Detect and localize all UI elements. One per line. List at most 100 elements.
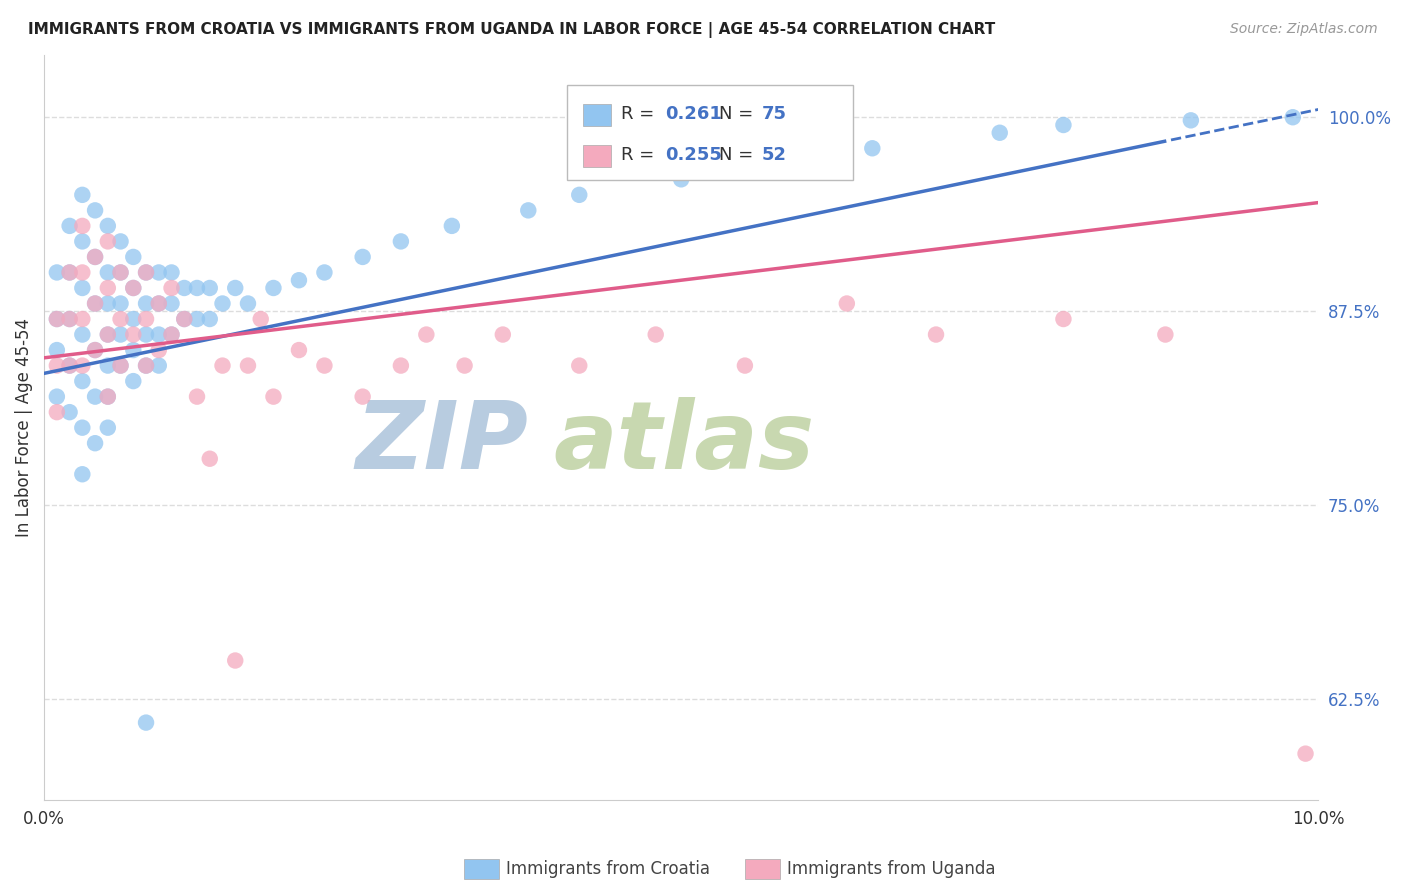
Point bbox=[492, 327, 515, 342]
Point bbox=[148, 343, 170, 357]
Point bbox=[389, 359, 412, 373]
Text: 52: 52 bbox=[762, 146, 786, 164]
Text: ZIP: ZIP bbox=[356, 397, 529, 489]
Point bbox=[135, 359, 157, 373]
Point bbox=[58, 219, 80, 233]
Point bbox=[110, 296, 132, 310]
Point bbox=[211, 359, 233, 373]
Point bbox=[988, 126, 1011, 140]
Point bbox=[148, 296, 170, 310]
Point bbox=[173, 312, 195, 326]
Text: Immigrants from Uganda: Immigrants from Uganda bbox=[787, 860, 995, 878]
Point bbox=[568, 187, 591, 202]
Text: atlas: atlas bbox=[554, 397, 815, 489]
Point bbox=[135, 265, 157, 279]
Point bbox=[97, 359, 120, 373]
Point bbox=[110, 359, 132, 373]
Point bbox=[97, 296, 120, 310]
Point bbox=[568, 359, 591, 373]
Point bbox=[84, 296, 107, 310]
Point bbox=[58, 405, 80, 419]
Point bbox=[1281, 110, 1303, 124]
FancyBboxPatch shape bbox=[567, 85, 853, 180]
Point bbox=[110, 359, 132, 373]
Point bbox=[97, 265, 120, 279]
Point bbox=[97, 281, 120, 295]
Text: R =: R = bbox=[621, 146, 661, 164]
Point bbox=[440, 219, 463, 233]
Point bbox=[249, 312, 271, 326]
Point bbox=[122, 343, 145, 357]
Point bbox=[110, 327, 132, 342]
Point bbox=[314, 359, 336, 373]
Point bbox=[925, 327, 948, 342]
Point bbox=[110, 312, 132, 326]
Text: 0.261: 0.261 bbox=[665, 105, 721, 123]
Point bbox=[45, 265, 67, 279]
Point bbox=[45, 405, 67, 419]
Point bbox=[58, 312, 80, 326]
Point bbox=[1052, 312, 1074, 326]
Point bbox=[211, 296, 233, 310]
Text: Immigrants from Croatia: Immigrants from Croatia bbox=[506, 860, 710, 878]
Point bbox=[72, 187, 94, 202]
Text: Source: ZipAtlas.com: Source: ZipAtlas.com bbox=[1230, 22, 1378, 37]
Point bbox=[644, 327, 666, 342]
Point bbox=[45, 359, 67, 373]
Point bbox=[72, 281, 94, 295]
Point bbox=[517, 203, 540, 218]
Point bbox=[58, 265, 80, 279]
Point bbox=[110, 265, 132, 279]
Point bbox=[72, 235, 94, 249]
Point bbox=[262, 281, 284, 295]
Point bbox=[97, 219, 120, 233]
Point bbox=[84, 203, 107, 218]
Point bbox=[1052, 118, 1074, 132]
Point bbox=[84, 390, 107, 404]
Point bbox=[453, 359, 475, 373]
Point bbox=[288, 343, 311, 357]
Point bbox=[148, 296, 170, 310]
Point bbox=[58, 312, 80, 326]
Point bbox=[45, 390, 67, 404]
Point bbox=[84, 296, 107, 310]
Point bbox=[224, 653, 246, 667]
Point bbox=[135, 265, 157, 279]
Point bbox=[148, 265, 170, 279]
Point bbox=[84, 343, 107, 357]
Point bbox=[58, 359, 80, 373]
Point bbox=[135, 312, 157, 326]
FancyBboxPatch shape bbox=[583, 145, 612, 167]
Text: IMMIGRANTS FROM CROATIA VS IMMIGRANTS FROM UGANDA IN LABOR FORCE | AGE 45-54 COR: IMMIGRANTS FROM CROATIA VS IMMIGRANTS FR… bbox=[28, 22, 995, 38]
FancyBboxPatch shape bbox=[583, 103, 612, 126]
Point bbox=[262, 390, 284, 404]
Point bbox=[72, 359, 94, 373]
Point bbox=[772, 157, 794, 171]
Point bbox=[148, 359, 170, 373]
Point bbox=[160, 327, 183, 342]
Point bbox=[122, 250, 145, 264]
Point bbox=[122, 281, 145, 295]
Point bbox=[1295, 747, 1317, 761]
Point bbox=[45, 312, 67, 326]
Text: N =: N = bbox=[720, 105, 759, 123]
Point bbox=[72, 374, 94, 388]
Point bbox=[186, 312, 208, 326]
Point bbox=[669, 172, 692, 186]
Point bbox=[72, 312, 94, 326]
Point bbox=[186, 281, 208, 295]
Point bbox=[314, 265, 336, 279]
Text: N =: N = bbox=[720, 146, 759, 164]
Point bbox=[415, 327, 437, 342]
Point bbox=[84, 250, 107, 264]
Point bbox=[1154, 327, 1177, 342]
Point bbox=[288, 273, 311, 287]
Point bbox=[45, 312, 67, 326]
Text: 0.255: 0.255 bbox=[665, 146, 721, 164]
Y-axis label: In Labor Force | Age 45-54: In Labor Force | Age 45-54 bbox=[15, 318, 32, 537]
Point bbox=[122, 374, 145, 388]
Point bbox=[97, 327, 120, 342]
Point bbox=[72, 327, 94, 342]
Point bbox=[352, 250, 374, 264]
Point bbox=[58, 265, 80, 279]
